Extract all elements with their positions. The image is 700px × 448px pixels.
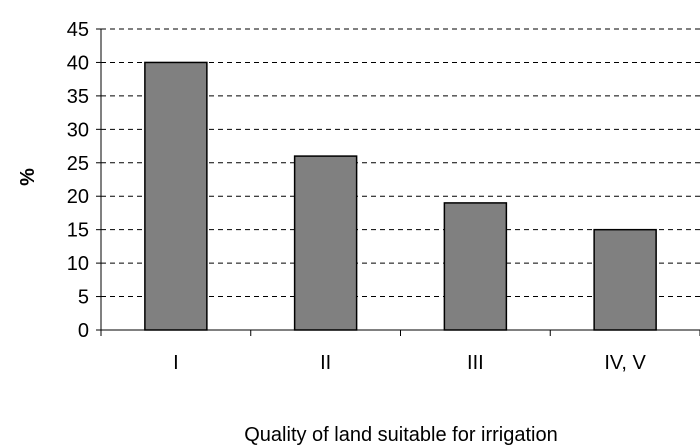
y-tick-label: 35 (67, 86, 89, 108)
bars (144, 61, 657, 331)
y-tick-label: 25 (67, 153, 89, 175)
y-axis-label: % (17, 168, 39, 186)
y-tick-label: 5 (78, 287, 89, 309)
bar-2 (293, 155, 358, 331)
x-tick-labels: I II III IV, V (173, 352, 646, 374)
y-tick-label: 20 (67, 186, 89, 208)
x-tick-label: I (173, 352, 179, 374)
bar-1 (144, 61, 208, 331)
y-tick-label: 40 (67, 52, 89, 74)
x-tick-label: III (467, 352, 484, 374)
axes (96, 28, 700, 336)
bar-4 (593, 228, 657, 331)
y-tick-label: 15 (67, 220, 89, 242)
x-axis-label: Quality of land suitable for irrigation (244, 424, 558, 446)
y-tick-label: 30 (67, 119, 89, 141)
y-tick-label: 10 (67, 253, 89, 275)
y-tick-label: 45 (67, 19, 89, 41)
x-tick-label: IV, V (604, 352, 646, 374)
bar-3 (443, 202, 508, 331)
y-tick-label: 0 (78, 320, 89, 342)
y-tick-labels: 0 5 10 15 20 25 30 35 40 45 (67, 19, 89, 342)
x-tick-label: II (320, 352, 331, 374)
